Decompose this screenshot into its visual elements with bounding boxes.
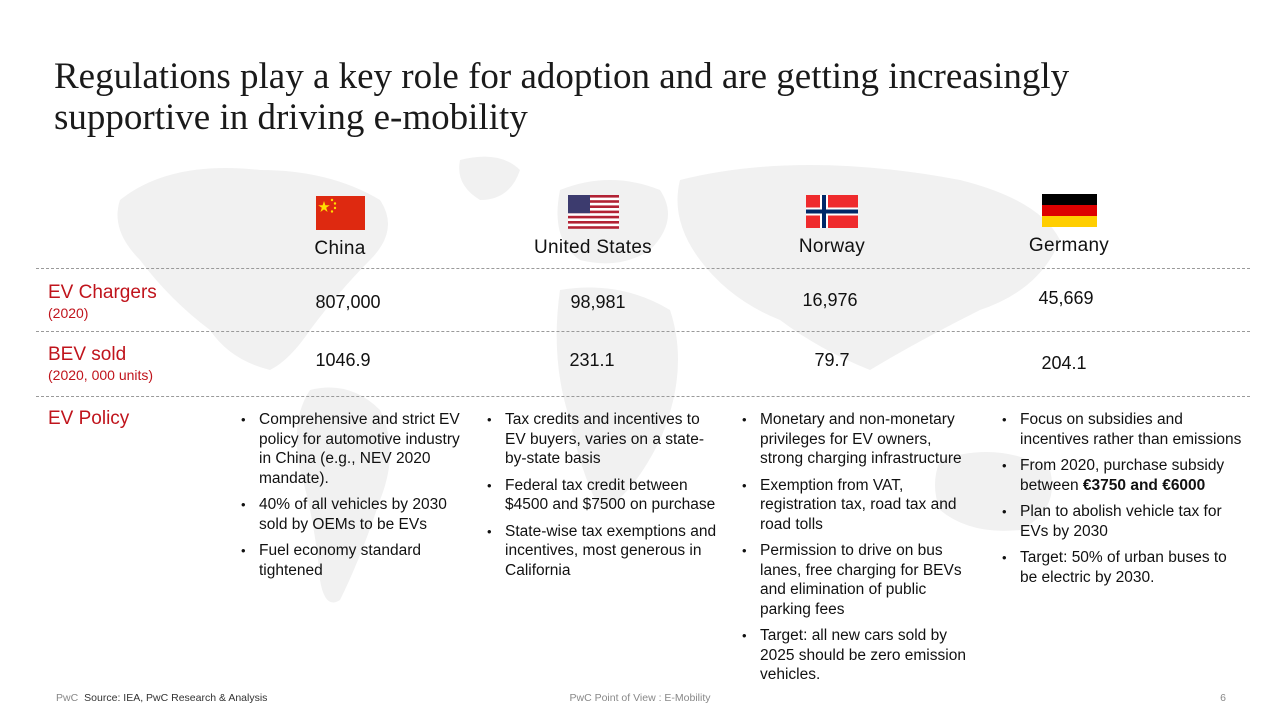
row-label-main: EV Chargers [48,282,157,303]
policy-item: From 2020, purchase subsidy between €375… [1002,456,1247,495]
row-label-main: BEV sold [48,344,127,365]
policy-item-text: From 2020, purchase subsidy between [1020,457,1225,494]
policy-item: Tax credits and incentives to EV buyers,… [487,410,717,469]
page-number: 6 [1220,692,1226,704]
subsidy-amount: €3750 and €6000 [1082,476,1206,494]
footer-brand: PwC [56,692,79,704]
norway-flag-icon [806,195,858,228]
policy-list-germany: Focus on subsidies and incentives rather… [1002,410,1247,594]
bev-sold-norway: 79.7 [814,350,850,370]
policy-item: State-wise tax exemptions and incentives… [487,522,717,581]
policy-item: Plan to abolish vehicle tax for EVs by 2… [1002,502,1247,541]
footer-source: PwC Source: IEA, PwC Research & Analysis [56,692,267,704]
country-name: Norway [798,236,866,257]
policy-list-us: Tax credits and incentives to EV buyers,… [487,410,717,587]
ev-chargers-norway: 16,976 [802,290,858,310]
row-label-ev-policy: EV Policy [48,408,129,430]
policy-item: Fuel economy standard tightened [241,541,463,580]
country-name: United States [534,237,652,258]
row-label-sub: (2020) [48,305,89,321]
row-label-bev-sold: BEV sold (2020, 000 units) [48,344,153,384]
country-header-norway: Norway [732,195,932,258]
policy-list-china: Comprehensive and strict EV policy for a… [241,410,463,587]
policy-item: Target: all new cars sold by 2025 should… [742,626,972,685]
germany-flag-icon [1041,194,1097,227]
ev-chargers-china: 807,000 [315,292,381,312]
policy-item: Target: 50% of urban buses to be electri… [1002,548,1247,587]
footer-source-text: Source: IEA, PwC Research & Analysis [84,692,268,704]
row-divider [36,331,1250,332]
country-header-china: China [240,196,440,260]
country-header-germany: Germany [969,194,1169,257]
ev-chargers-germany: 45,669 [1038,288,1094,308]
slide-title: Regulations play a key role for adoption… [54,56,1070,138]
row-divider [36,268,1250,269]
row-divider [36,396,1250,397]
bev-sold-us: 231.1 [569,350,615,370]
policy-item: Permission to drive on bus lanes, free c… [742,541,972,619]
country-header-us: United States [493,195,693,259]
row-label-main: EV Policy [48,408,130,429]
country-name: China [314,238,366,259]
bev-sold-china: 1046.9 [315,350,371,370]
china-flag-icon [315,196,365,230]
ev-chargers-us: 98,981 [570,292,626,312]
policy-item: 40% of all vehicles by 2030 sold by OEMs… [241,495,463,534]
policy-item: Monetary and non-monetary privileges for… [742,410,972,469]
row-label-ev-chargers: EV Chargers (2020) [48,282,157,322]
policy-item: Focus on subsidies and incentives rather… [1002,410,1247,449]
country-name: Germany [1028,235,1110,256]
footer-center: PwC Point of View : E-Mobility [569,692,711,704]
policy-list-norway: Monetary and non-monetary privileges for… [742,410,972,692]
policy-item: Federal tax credit between $4500 and $75… [487,476,717,515]
policy-item: Exemption from VAT, registration tax, ro… [742,476,972,535]
row-label-sub: (2020, 000 units) [48,367,154,383]
bev-sold-germany: 204.1 [1041,353,1087,373]
us-flag-icon [567,195,619,229]
policy-item: Comprehensive and strict EV policy for a… [241,410,463,488]
